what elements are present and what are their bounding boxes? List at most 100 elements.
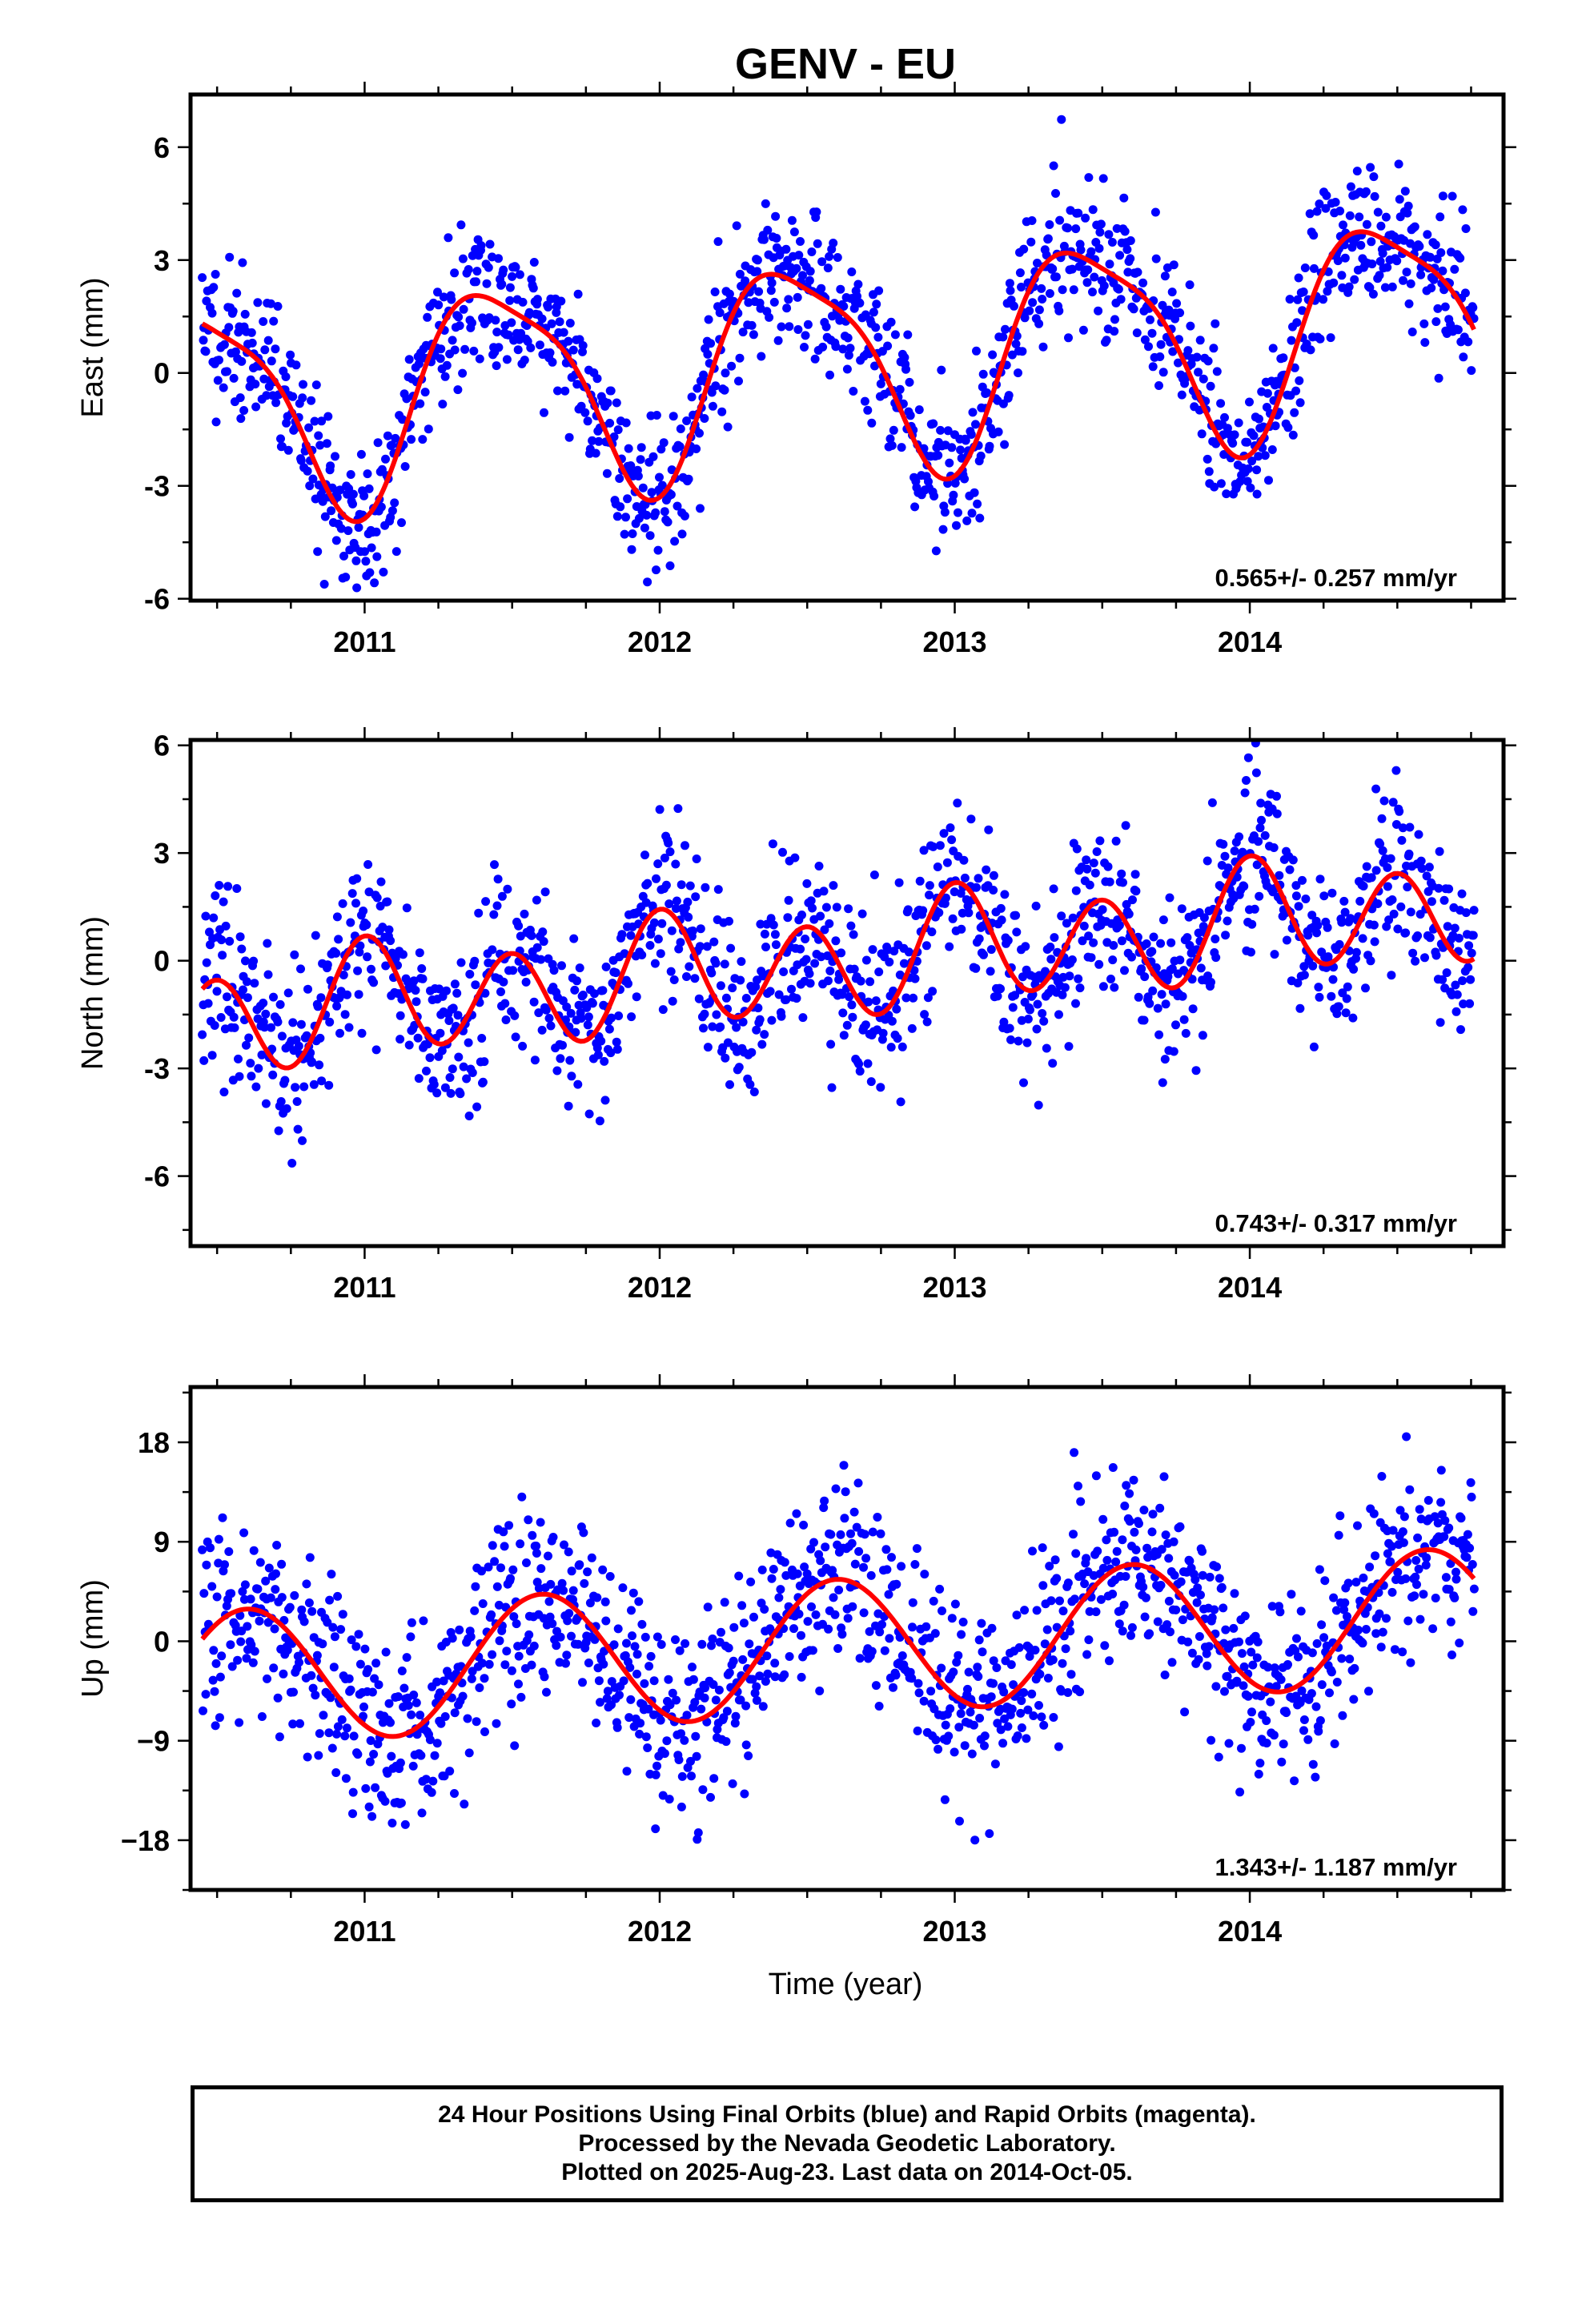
data-point [1422,871,1431,881]
data-point [545,1612,555,1622]
data-point [787,215,797,225]
data-point [225,936,235,946]
data-point [692,854,701,863]
data-point [847,1000,857,1010]
data-point [1067,955,1077,964]
data-point [1150,207,1160,217]
data-point [583,1567,592,1577]
data-point [878,1028,888,1038]
data-point [231,347,240,356]
data-point [1371,1629,1381,1638]
data-point [1355,896,1365,906]
data-point [207,1051,217,1060]
data-point [1046,1596,1056,1606]
data-point [1001,324,1010,334]
data-point [1404,299,1414,308]
data-point [1306,345,1315,355]
data-point [952,1658,962,1667]
data-point [989,886,998,895]
data-point [1232,1676,1242,1686]
data-point [1322,191,1331,200]
data-point [644,1662,654,1671]
data-point [307,396,316,405]
data-point [1203,356,1213,366]
data-point [460,344,470,354]
data-point [1246,1718,1255,1727]
data-point [636,455,645,464]
data-point [1064,1042,1074,1051]
data-point [505,283,515,292]
footer-line-1: 24 Hour Positions Using Final Orbits (bl… [438,2101,1256,2128]
data-point [1145,999,1154,1008]
data-point [734,376,743,386]
data-point [1469,1584,1479,1594]
data-point [363,1665,373,1675]
data-point [532,895,541,905]
data-point [817,257,827,267]
data-point [1350,275,1359,284]
data-point [588,436,597,445]
data-point [985,1829,994,1839]
data-point [488,1650,497,1659]
data-point [1025,306,1034,316]
data-point [514,921,524,931]
y-ticks [178,146,1516,600]
data-point [556,1054,565,1063]
data-point [986,945,996,955]
data-point [800,1562,809,1572]
data-point [1170,1570,1179,1580]
data-point [1350,1663,1359,1673]
data-point [411,986,420,995]
data-point [215,1672,225,1682]
data-point [298,1136,307,1145]
y-tick-label: 6 [154,131,170,164]
data-point [282,1104,291,1113]
data-point [685,962,694,971]
data-point [530,1055,540,1065]
data-point [1435,846,1444,856]
data-point [803,320,813,329]
data-point [279,1669,288,1679]
data-point [963,901,973,911]
data-point [334,935,343,944]
y-axis-label: North (mm) [76,916,110,1070]
data-point [669,975,679,984]
data-point [1055,215,1065,225]
data-point [909,966,919,975]
data-point [465,970,475,979]
data-point [1334,1002,1343,1011]
data-point [1393,924,1403,934]
data-point [544,1014,554,1023]
data-point [474,908,484,918]
data-point [1134,1519,1143,1528]
data-point [219,383,228,392]
data-point [257,1050,267,1059]
data-point [937,365,946,375]
data-point [1211,935,1220,943]
data-point [854,1546,864,1556]
data-point [460,1799,469,1809]
data-point [883,341,893,351]
data-point [507,318,516,328]
data-point [738,1017,748,1027]
data-point [882,1565,892,1574]
x-axis-label: Time (year) [769,1968,923,2001]
data-point [545,348,555,357]
data-point [283,1646,292,1655]
data-point [373,438,383,448]
data-point [801,331,810,340]
data-point [929,1596,938,1606]
data-point [723,422,733,432]
data-points [198,740,1479,1168]
data-point [1110,1527,1119,1537]
data-point [870,361,879,371]
data-point [1465,1543,1475,1553]
data-point [532,1549,541,1558]
data-point [553,386,562,396]
data-point [669,412,678,421]
data-point [1458,976,1468,986]
data-point [687,392,697,402]
data-point [709,1680,718,1689]
data-point [605,1572,615,1581]
data-point [383,897,392,907]
